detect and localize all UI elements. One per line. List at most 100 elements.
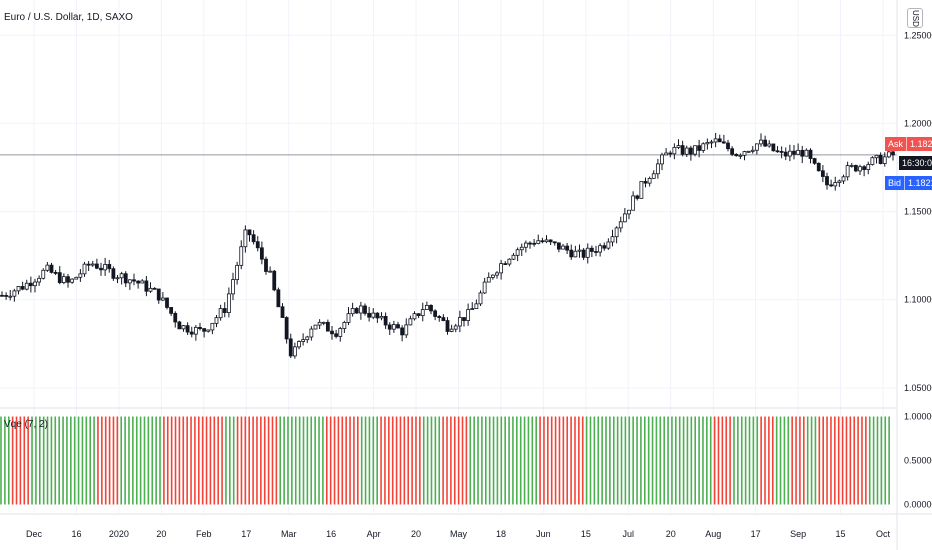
candle xyxy=(235,261,240,285)
candle xyxy=(556,242,561,253)
candle xyxy=(210,322,215,335)
candle xyxy=(462,317,466,327)
candle xyxy=(610,229,615,247)
candle xyxy=(198,322,202,331)
candle xyxy=(99,262,103,276)
candle xyxy=(536,234,541,245)
symbol-title[interactable]: Euro / U.S. Dollar, 1D, SAXO xyxy=(4,12,133,23)
candle xyxy=(511,253,516,260)
candle xyxy=(886,150,891,159)
candle xyxy=(8,289,13,301)
candle xyxy=(33,278,37,293)
candle xyxy=(495,271,499,279)
candle xyxy=(614,226,619,244)
candle xyxy=(767,140,772,148)
candle xyxy=(383,312,388,329)
candle xyxy=(82,261,87,277)
candle xyxy=(90,260,95,267)
candle xyxy=(717,134,722,143)
candle xyxy=(470,302,475,310)
candle xyxy=(746,150,751,153)
candle xyxy=(833,176,838,191)
candle xyxy=(754,143,759,155)
time-tick-label: 16 xyxy=(71,529,81,539)
candle xyxy=(437,314,442,322)
candle xyxy=(874,154,879,164)
candle xyxy=(424,301,429,310)
candle xyxy=(94,258,99,270)
time-tick-label: Apr xyxy=(367,529,381,539)
candle xyxy=(185,322,190,336)
candle xyxy=(115,274,120,284)
candle xyxy=(804,148,809,157)
candle xyxy=(482,277,487,294)
candle xyxy=(486,272,491,283)
candle xyxy=(742,150,747,161)
candle xyxy=(193,324,198,341)
candle xyxy=(680,140,685,157)
candle xyxy=(759,133,763,147)
candle xyxy=(148,282,153,293)
candle xyxy=(169,306,174,316)
candle xyxy=(264,256,268,275)
candle xyxy=(870,156,875,166)
candle xyxy=(363,303,367,316)
candle xyxy=(165,297,169,310)
candle xyxy=(284,316,289,344)
candle xyxy=(78,269,83,282)
candle xyxy=(16,285,21,295)
candle xyxy=(268,266,273,273)
candle xyxy=(812,157,817,165)
candle xyxy=(317,319,322,330)
candle xyxy=(86,261,91,272)
candle xyxy=(453,323,458,333)
candle xyxy=(342,320,347,333)
candle xyxy=(136,280,141,289)
time-tick-label: Feb xyxy=(196,529,212,539)
candle xyxy=(243,225,248,253)
candle xyxy=(688,145,693,161)
candle xyxy=(305,335,310,344)
time-tick-label: Sep xyxy=(790,529,806,539)
candle xyxy=(449,324,454,333)
candle xyxy=(354,306,359,314)
candle xyxy=(544,235,549,244)
candle xyxy=(849,162,854,168)
candle xyxy=(24,279,29,291)
candle xyxy=(144,275,149,297)
candle xyxy=(177,320,182,330)
candle xyxy=(519,243,524,257)
candle xyxy=(820,165,825,183)
candle xyxy=(787,144,792,162)
candle xyxy=(391,320,396,333)
candle xyxy=(713,132,718,148)
candle xyxy=(231,272,235,301)
currency-button[interactable]: USD xyxy=(907,8,923,28)
candle xyxy=(775,146,780,153)
time-tick-label: 2020 xyxy=(109,529,129,539)
indicator-title[interactable]: Vqe (7, 2) xyxy=(4,419,48,430)
time-tick-label: Jun xyxy=(536,529,551,539)
candle xyxy=(651,170,656,179)
candle xyxy=(107,259,112,273)
bid-value: 1.18212 xyxy=(908,178,932,188)
time-tick-label: 17 xyxy=(751,529,761,539)
candle xyxy=(598,243,603,257)
candle xyxy=(70,278,75,284)
candle xyxy=(573,245,578,258)
candle xyxy=(61,273,66,285)
time-tick-label: 17 xyxy=(241,529,251,539)
candle xyxy=(379,312,384,321)
candle xyxy=(313,324,318,330)
candle xyxy=(301,333,306,346)
candle xyxy=(523,240,528,253)
candle xyxy=(255,236,260,252)
candle xyxy=(103,257,108,276)
time-tick-label: Jul xyxy=(623,529,635,539)
candle xyxy=(408,315,413,326)
candle xyxy=(57,266,62,285)
